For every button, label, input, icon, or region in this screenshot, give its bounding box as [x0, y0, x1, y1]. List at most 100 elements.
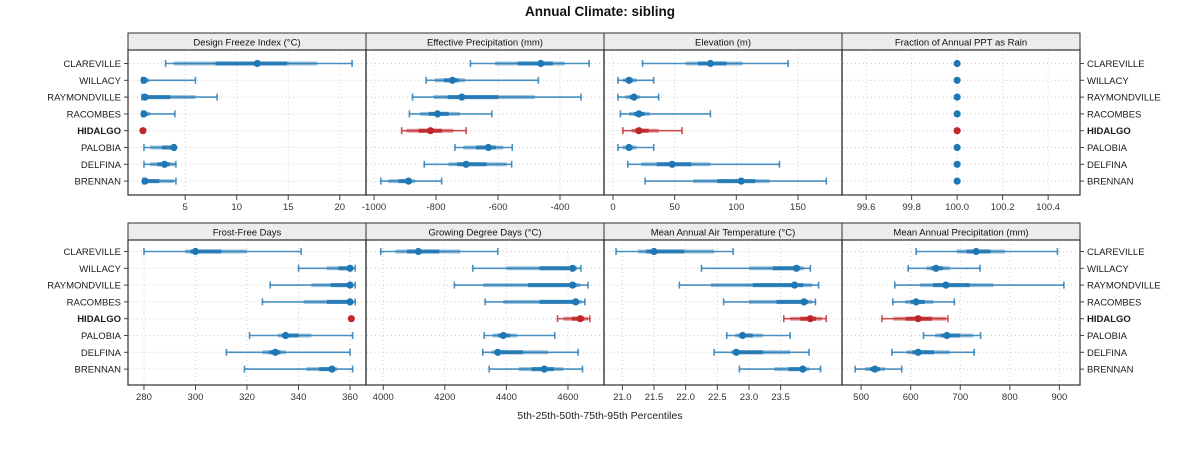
site-label-right: BRENNAN [1087, 365, 1134, 376]
x-tick-label: 100.2 [991, 202, 1015, 213]
strip-label-effective-precipitation: Effective Precipitation (mm) [427, 38, 543, 49]
site-row-racombes [484, 298, 586, 306]
site-row-hidalgo [139, 127, 147, 135]
site-row-raymondville [269, 281, 356, 289]
x-tick-label: 20 [334, 202, 345, 213]
median-dot [790, 281, 799, 289]
site-label-right: RACOMBES [1087, 109, 1141, 120]
x-tick-label: 4600 [557, 392, 578, 403]
site-label-right: WILLACY [1087, 76, 1129, 87]
site-label-right: DELFINA [1087, 348, 1128, 359]
panel-elevation: Elevation (m) 0 50 100 150 [603, 32, 843, 213]
x-tick-label: 300 [188, 392, 204, 403]
site-label-right: CLAREVILLE [1087, 59, 1145, 70]
median-dot [972, 247, 980, 256]
site-label-left: DELFINA [81, 160, 122, 171]
median-dot [943, 331, 951, 340]
median-dot [630, 93, 638, 101]
site-row-willacy [425, 76, 540, 84]
median-dot [625, 143, 633, 152]
x-tick-label: 22.0 [676, 392, 695, 403]
x-tick-label: 50 [669, 202, 680, 213]
site-label-left: HIDALGO [77, 314, 121, 325]
median-dot [576, 315, 584, 323]
site-row-clareville [615, 247, 734, 256]
site-row-delfina [423, 160, 513, 168]
site-row-racombes [892, 298, 956, 306]
median-dot [494, 348, 502, 356]
panel-effective-precipitation: Effective Precipitation (mm) -1000 -800 -60… [362, 32, 605, 213]
median-dot [806, 315, 814, 323]
site-label-left: RAYMONDVILLE [47, 281, 121, 292]
x-tick-label: 900 [1051, 392, 1067, 403]
site-row-brennan [644, 177, 828, 185]
panel-fraction-annual-ppt-as-rain: Fraction of Annual PPT as Rain 99.6 99.8 10… [841, 32, 1081, 213]
site-row-palobia [922, 331, 982, 340]
median-dot [170, 143, 178, 152]
x-tick-label: 10 [231, 202, 242, 213]
median-dot [732, 348, 740, 356]
median-dot [140, 110, 148, 118]
median-dot [953, 59, 961, 68]
x-tick-label: 23.5 [771, 392, 790, 403]
site-row-willacy [907, 264, 981, 272]
site-label-left: WILLACY [79, 76, 121, 87]
x-tick-label: 99.6 [857, 202, 876, 213]
site-row-hidalgo [622, 127, 683, 135]
median-dot [140, 76, 148, 84]
median-dot [942, 281, 950, 289]
site-row-clareville [143, 247, 302, 256]
median-dot [635, 127, 643, 135]
site-row-clareville [379, 247, 499, 256]
median-dot [328, 365, 336, 373]
strip-label-elevation: Elevation (m) [695, 38, 751, 49]
median-dot [572, 298, 580, 306]
site-label-left: BRENNAN [75, 365, 122, 376]
median-dot [800, 298, 808, 306]
site-label-right: PALOBIA [1087, 331, 1128, 342]
median-dot [799, 365, 807, 373]
site-label-right: BRENNAN [1087, 177, 1134, 188]
site-row-clareville [469, 59, 590, 68]
x-tick-label: 150 [790, 202, 806, 213]
x-tick-label: 4200 [434, 392, 455, 403]
x-tick-label: 600 [903, 392, 919, 403]
panel-growing-degree-days: Growing Degree Days (°C) 4000 4200 4400 4600 [365, 222, 605, 403]
site-row-palobia [725, 331, 791, 340]
site-row-racombes [619, 110, 712, 118]
median-dot [953, 143, 961, 152]
x-tick-label: 15 [283, 202, 294, 213]
panel-border [603, 49, 843, 196]
site-row-delfina [225, 348, 351, 356]
median-dot [141, 177, 149, 185]
site-row-brennan [141, 177, 177, 185]
median-dot [346, 281, 354, 289]
median-dot [792, 264, 801, 272]
panel-border [841, 49, 1081, 196]
median-dot [448, 76, 457, 84]
x-tick-label: -600 [489, 202, 508, 213]
site-row-raymondville [953, 93, 961, 101]
x-tick-label: 0 [610, 202, 615, 213]
median-dot [141, 93, 149, 101]
site-row-raymondville [141, 93, 218, 101]
median-dot [346, 264, 354, 272]
site-row-racombes [722, 298, 817, 306]
x-tick-label: -400 [550, 202, 569, 213]
strip-label-mean-annual-air-temperature: Mean Annual Air Temperature (°C) [651, 228, 796, 239]
site-label-left: RACOMBES [67, 297, 121, 308]
site-row-delfina [713, 348, 810, 356]
median-dot [706, 59, 715, 68]
site-row-brennan [738, 365, 822, 373]
median-dot [462, 160, 470, 168]
x-tick-label: 99.8 [902, 202, 921, 213]
x-tick-label: 100 [728, 202, 744, 213]
site-label-right: RAYMONDVILLE [1087, 93, 1161, 104]
site-label-left: BRENNAN [75, 177, 122, 188]
site-row-willacy [472, 264, 582, 272]
site-row-willacy [617, 76, 655, 84]
median-dot [433, 110, 442, 118]
site-row-brennan [488, 365, 584, 373]
site-row-palobia [248, 331, 354, 340]
site-row-willacy [700, 264, 812, 272]
